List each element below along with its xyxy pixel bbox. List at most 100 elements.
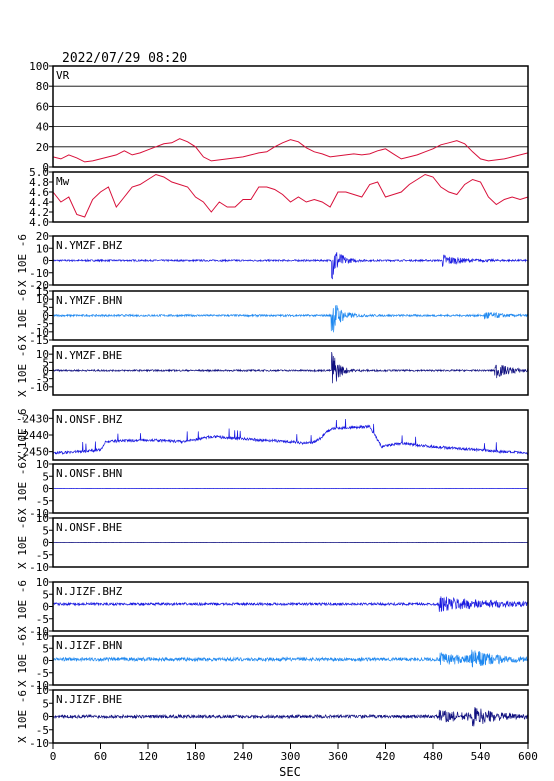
y-tick-label: 4.0	[29, 216, 49, 229]
channel-label: N.JIZF.BHE	[56, 693, 122, 706]
y-tick-label: 4.2	[29, 206, 49, 219]
trace-jizf-bhn	[52, 649, 529, 668]
y-tick-label: 5	[42, 697, 49, 710]
y-tick-label: 0	[42, 255, 49, 268]
y-tick-label: 5	[42, 524, 49, 537]
y-unit-label: X 10E -6	[16, 634, 29, 687]
y-tick-label: 60	[36, 100, 49, 113]
y-tick-label: -10	[29, 561, 49, 574]
y-tick-label: 5	[42, 356, 49, 369]
panel-frame	[52, 290, 529, 341]
y-tick-label: 10	[36, 576, 49, 589]
channel-label: Mw	[56, 175, 70, 188]
y-tick-label: -10	[29, 326, 49, 339]
y-tick-label: 0	[42, 711, 49, 724]
y-tick-label: 0	[42, 601, 49, 614]
panel-frame	[52, 409, 529, 461]
panel-frame	[52, 463, 529, 514]
y-tick-label: 10	[36, 293, 49, 306]
channel-label: N.ONSF.BHE	[56, 521, 122, 534]
y-tick-label: -20	[29, 279, 49, 292]
y-tick-label: 5.0	[29, 166, 49, 179]
y-unit-label: X 10E -6	[16, 516, 29, 569]
y-tick-label: 5	[42, 470, 49, 483]
x-tick-label: 120	[138, 750, 158, 763]
y-tick-label: -10	[29, 507, 49, 520]
y-unit-label: X 10E -6	[16, 690, 29, 743]
channel-label: VR	[56, 69, 70, 82]
trace-jizf-bhz	[52, 596, 529, 612]
y-tick-label: 4.6	[29, 186, 49, 199]
panel-mw: 5.04.84.64.44.24.0 Mw	[29, 166, 529, 229]
y-tick-label: -5	[36, 667, 49, 680]
panel-stack: 100806040200VR5.04.84.64.44.24.0Mw20100-…	[16, 60, 529, 750]
y-tick-label: -5	[36, 373, 49, 386]
channel-label: N.JIZF.BHZ	[56, 585, 123, 598]
y-tick-label: -10	[29, 267, 49, 280]
x-tick-label: 360	[328, 750, 348, 763]
x-tick-label: 300	[281, 750, 301, 763]
y-tick-label: -10	[29, 381, 49, 394]
y-tick-label: -10	[29, 737, 49, 750]
y-tick-label: 0	[42, 483, 49, 496]
y-tick-label: -2430	[16, 412, 49, 425]
channel-label: N.JIZF.BHN	[56, 639, 122, 652]
y-tick-label: 20	[36, 141, 49, 154]
panel-frame	[52, 581, 529, 632]
y-tick-label: -5	[36, 613, 49, 626]
y-tick-label: -2440	[16, 429, 49, 442]
channel-label: N.YMZF.BHE	[56, 349, 122, 362]
x-tick-label: 480	[423, 750, 443, 763]
y-tick-label: 0	[42, 310, 49, 323]
y-unit-label: X 10E -6	[16, 289, 29, 342]
y-tick-label: 10	[36, 348, 49, 361]
panel-frame	[52, 65, 529, 168]
channel-label: N.ONSF.BHZ	[56, 413, 123, 426]
x-tick-label: 600	[518, 750, 538, 763]
y-tick-label: 40	[36, 121, 49, 134]
y-tick-label: 15	[36, 285, 49, 298]
y-unit-label: X 10E -6	[16, 580, 29, 633]
y-tick-label: 10	[36, 630, 49, 643]
timestamp-title: 2022/07/29 08:20	[62, 51, 187, 66]
channel-label: N.YMZF.BHZ	[56, 239, 123, 252]
trace-ymzf-bhe	[52, 351, 529, 384]
y-tick-label: 5	[42, 642, 49, 655]
trace-vr	[52, 138, 529, 163]
y-tick-label: -5	[36, 318, 49, 331]
y-tick-label: 4.4	[29, 196, 49, 209]
y-unit-label: X 10E -6	[16, 234, 29, 287]
y-tick-label: -10	[29, 625, 49, 638]
x-tick-label: 420	[376, 750, 396, 763]
y-tick-label: -5	[36, 549, 49, 562]
y-tick-label: 10	[36, 458, 49, 471]
x-tick-label: 0	[50, 750, 57, 763]
y-tick-label: 0	[42, 161, 49, 174]
y-tick-label: -10	[29, 679, 49, 692]
x-tick-label: 240	[233, 750, 253, 763]
y-tick-label: 100	[29, 60, 49, 73]
y-tick-label: 0	[42, 655, 49, 668]
trace-ymzf-bhn	[52, 305, 529, 333]
y-tick-label: -2450	[16, 446, 49, 459]
y-tick-label: 10	[36, 242, 49, 255]
y-unit-label: X 10E -6	[16, 344, 29, 397]
y-tick-label: 80	[36, 80, 49, 93]
y-unit-label: X 10E -6	[16, 462, 29, 515]
y-tick-label: -15	[29, 334, 49, 347]
trace-jizf-bhe	[52, 707, 529, 727]
y-tick-label: 0	[42, 537, 49, 550]
y-tick-label: 5	[42, 301, 49, 314]
x-axis: 0 60 120 180 240 300 360 420 480 540 600	[50, 743, 538, 763]
y-tick-label: 20	[36, 230, 49, 243]
